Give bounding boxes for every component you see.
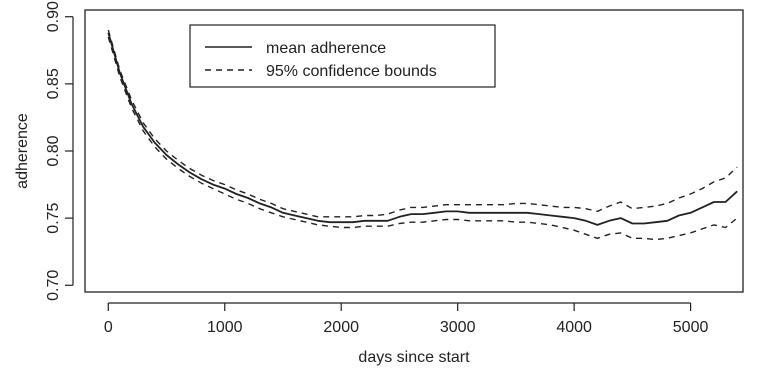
x-axis-label: days since start	[358, 349, 470, 366]
x-tick-label: 1000	[207, 319, 243, 336]
x-tick-label: 2000	[323, 319, 359, 336]
y-tick-label: 0.85	[45, 68, 62, 99]
y-tick-label: 0.80	[45, 135, 62, 166]
legend: mean adherence 95% confidence bounds	[189, 24, 496, 88]
series-layer	[107, 29, 738, 241]
plot-frame	[84, 9, 744, 293]
y-tick-label: 0.70	[45, 270, 62, 301]
y-axis-label: adherence	[14, 113, 31, 189]
legend-label-bounds: 95% confidence bounds	[266, 63, 437, 80]
x-axis: 0 1000 2000 3000 4000 5000	[104, 302, 709, 336]
y-tick-label: 0.90	[45, 1, 62, 32]
y-tick-label: 0.75	[45, 202, 62, 233]
legend-box	[189, 24, 496, 88]
legend-label-mean: mean adherence	[266, 40, 386, 57]
lower-confidence-bound-line	[107, 36, 738, 241]
y-axis: 0.70 0.75 0.80 0.85 0.90	[45, 1, 74, 301]
upper-confidence-bound-line	[107, 29, 738, 218]
x-tick-label: 4000	[556, 319, 592, 336]
x-tick-label: 5000	[673, 319, 709, 336]
x-tick-label: 0	[104, 319, 113, 336]
mean-adherence-line	[107, 32, 738, 226]
x-tick-label: 3000	[440, 319, 476, 336]
